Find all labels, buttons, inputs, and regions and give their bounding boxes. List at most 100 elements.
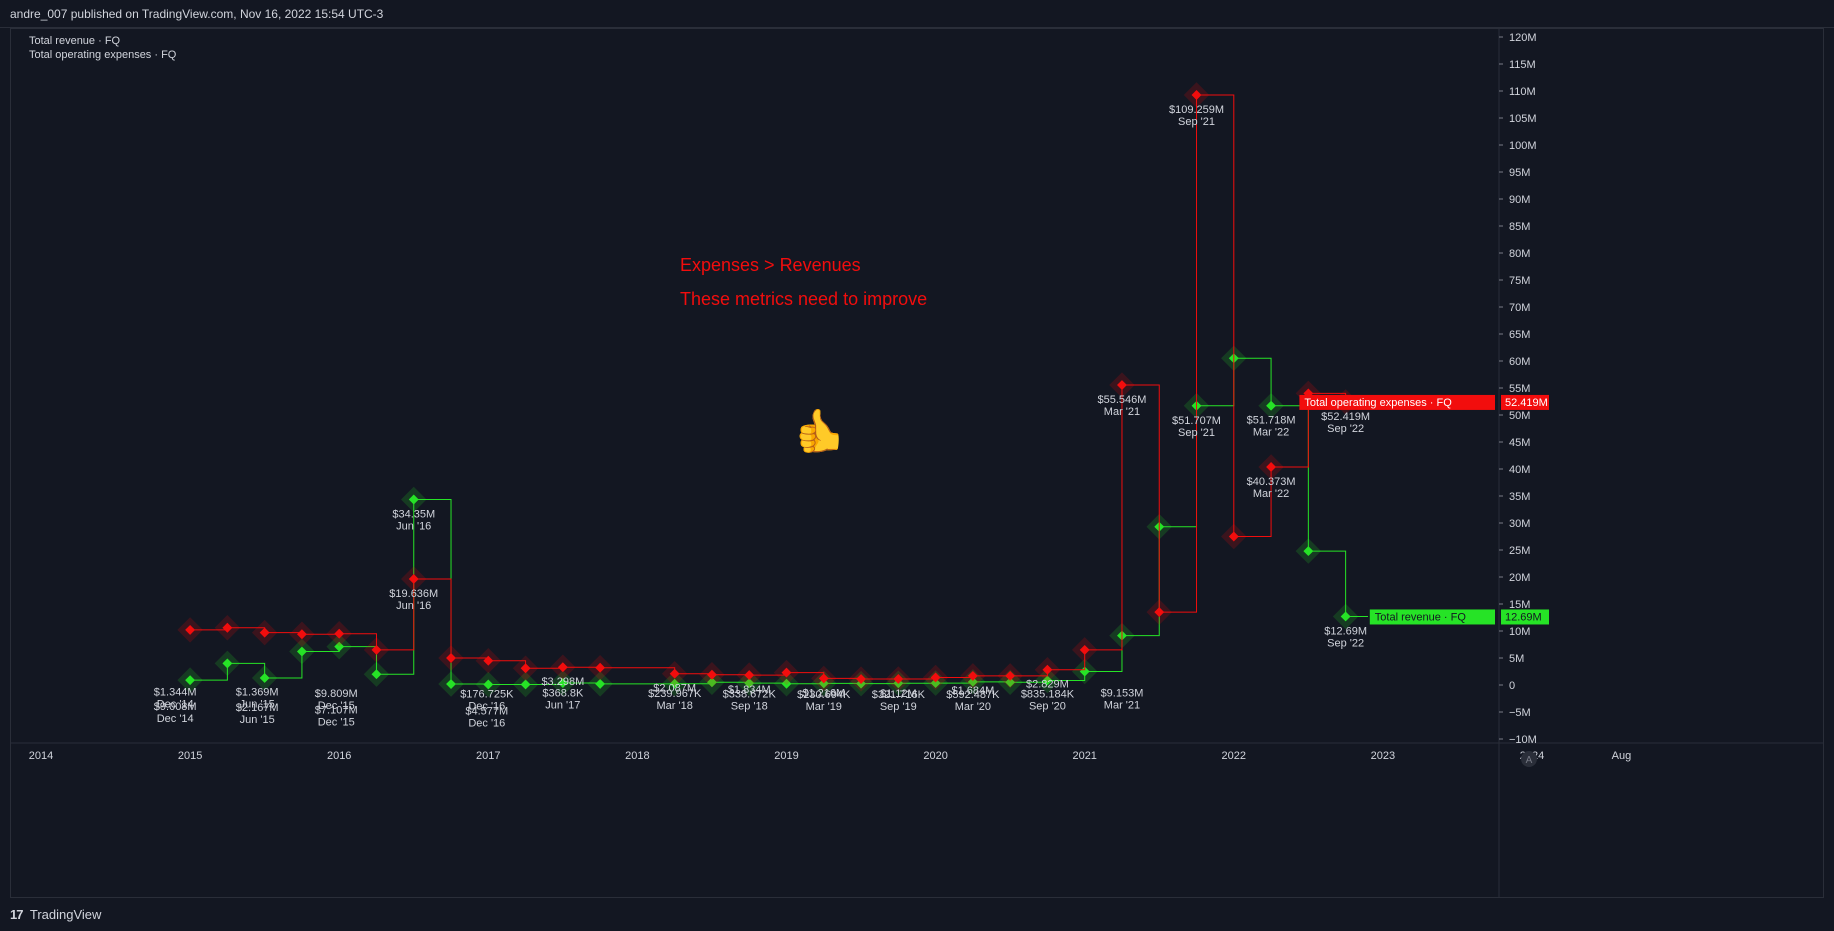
data-point [893,674,904,684]
y-tick-label: 90M [1509,194,1530,206]
data-value-label: $1.684M [951,685,994,697]
chart-canvas[interactable]: 120M 115M 110M 105M 100M 95M 90M 85M 80M 75M 70M 65… [11,29,1823,897]
data-point [1228,531,1239,542]
data-point [1340,611,1351,622]
y-tick-label: 0 [1509,680,1515,692]
price-tag [1501,609,1549,625]
y-tick-label: 100M [1509,140,1537,152]
legend-expenses[interactable]: Total operating expenses · FQ [29,49,177,61]
x-tick-label: 2021 [1072,750,1096,762]
y-tick-label: −10M [1509,734,1537,746]
x-tick-label: 2023 [1371,750,1395,762]
data-value-label: $338.672K [723,689,777,701]
data-value-label: $4.577M [465,705,508,717]
data-point [259,627,270,638]
data-value-label: $1.344M [154,687,197,699]
data-date-label: Mar '21 [1104,406,1140,418]
auto-scale-button [1521,751,1537,767]
data-point [1303,546,1314,557]
data-date-label: Sep '21 [1178,427,1215,439]
data-point [408,574,419,584]
tradingview-logo-icon: 17 [10,907,24,922]
data-point [1042,664,1053,675]
y-tick-label: 15M [1509,599,1530,611]
data-value-label: $239.967K [648,688,702,700]
data-value-label: $1.369M [236,687,279,699]
data-value-label: $9.809M [315,688,358,700]
x-tick-label: 2017 [476,750,500,762]
data-value-label: $9.153M [1101,688,1144,700]
data-point [669,668,680,679]
data-date-label: Dec '16 [468,701,505,713]
thumbs-down-icon: 👍 [794,407,847,454]
data-value-label: $2.829M [1026,679,1069,691]
data-point [483,655,494,666]
data-point [967,670,978,681]
data-point [520,663,531,674]
y-tick-label: 50M [1509,410,1530,422]
data-point [557,662,568,673]
data-value-label: $109.259M [1169,104,1224,116]
footer-bar: 17 TradingView [0,900,1834,931]
data-point [557,678,568,688]
series-line [190,94,1368,680]
data-point [744,670,755,681]
data-point [259,673,270,683]
data-point [1079,666,1090,677]
data-value-label: $2.087M [653,683,696,695]
data-point [1005,677,1016,688]
data-point [222,622,233,633]
data-date-label: Sep '19 [880,701,917,713]
data-value-label: $176.725K [460,689,514,701]
data-value-label: $835.184K [1021,689,1075,701]
legend-revenue[interactable]: Total revenue · FQ [29,35,121,47]
price-tag [1501,394,1549,410]
data-date-label: Sep '20 [1029,701,1066,713]
data-date-label: Dec '15 [318,716,355,728]
y-tick-label: 40M [1509,464,1530,476]
annotation-expenses-gt-revenues[interactable]: Expenses > Revenues [680,255,861,275]
data-point [707,669,717,680]
data-value-label: $55.546M [1098,394,1147,406]
data-date-label: Dec '14 [157,699,194,711]
data-date-label: Jun '16 [396,521,431,533]
x-tick-label: 2016 [327,750,351,762]
y-tick-label: 60M [1509,356,1530,368]
data-value-label: $12.69M [1324,625,1367,637]
data-point [371,644,382,655]
y-tick-label: 10M [1509,626,1530,638]
tradingview-brand[interactable]: 17 TradingView [10,907,101,922]
data-point [1154,607,1165,618]
x-tick-label: 2022 [1222,750,1246,762]
x-tick-label: 2014 [29,750,53,762]
data-date-label: Dec '14 [157,713,194,725]
annotation-metrics-improve[interactable]: These metrics need to improve [680,289,928,309]
y-tick-label: −5M [1509,707,1531,719]
data-value-label: $52.419M [1321,411,1370,423]
data-date-label: Sep '22 [1327,423,1364,435]
x-tick-label: 2015 [178,750,202,762]
y-tick-label: 5M [1509,653,1524,665]
y-tick-label: 75M [1509,275,1530,287]
chart-pane[interactable]: 120M 115M 110M 105M 100M 95M 90M 85M 80M 75M 70M 65… [10,28,1824,898]
y-tick-label: 105M [1509,113,1537,125]
data-value-label: $368.8K [542,688,584,700]
data-point [1266,462,1277,472]
x-tick-label: Aug [1612,750,1632,762]
series-name-tag-label: Total operating expenses · FQ [1304,397,1452,409]
x-tick-label: 2019 [774,750,798,762]
data-value-label: $3.298M [541,676,584,688]
data-point [930,678,941,689]
data-value-label: $1.834M [728,684,771,696]
data-value-label: $34.35M [392,509,435,521]
data-point [595,662,606,673]
data-point [781,667,792,678]
y-tick-label: 55M [1509,383,1530,395]
data-point [1117,380,1127,391]
data-value-label: $2.167M [236,702,279,714]
data-date-label: Dec '16 [468,717,505,729]
data-point [520,679,531,690]
published-text: andre_007 published on TradingView.com, … [10,7,384,21]
y-tick-label: 115M [1509,59,1536,71]
x-tick-label: 2020 [923,750,947,762]
